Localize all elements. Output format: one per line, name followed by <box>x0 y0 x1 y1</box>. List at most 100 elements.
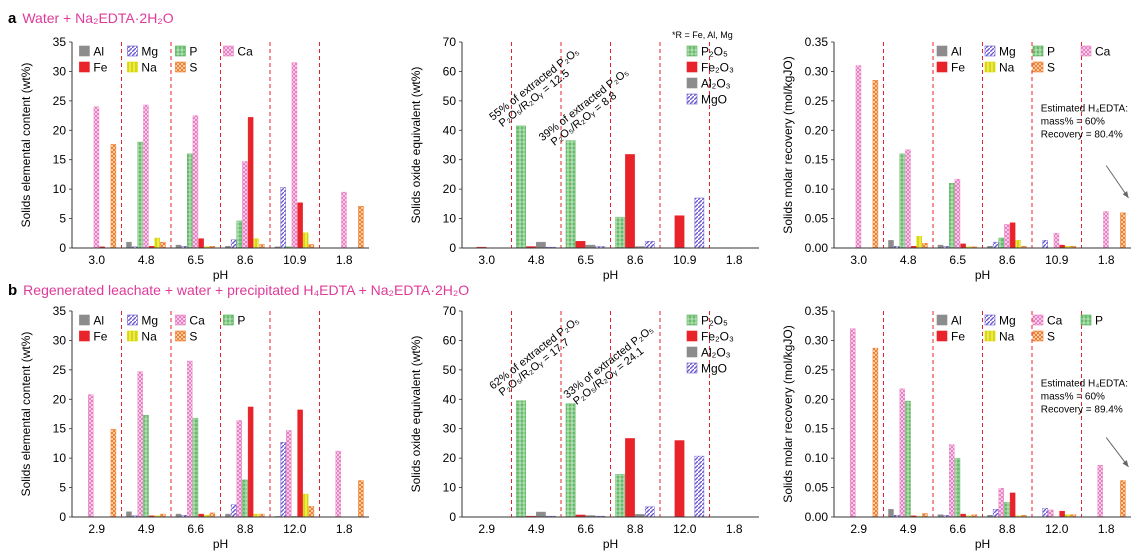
legend-swatch-MgO <box>686 93 698 105</box>
y-tick-label: 0.10 <box>805 451 829 465</box>
legend-label-S: S <box>1047 330 1055 344</box>
bar-S-10.9 <box>308 244 315 249</box>
y-tick-label: 0.20 <box>805 392 829 406</box>
bar-S-1.8 <box>1120 480 1126 518</box>
legend: P₂O₅ Fe₂O₃ Al₂O₃ MgO <box>686 314 734 376</box>
x-tick-label: 12.0 <box>1045 522 1069 536</box>
x-tick-label: 10.9 <box>283 253 307 267</box>
y-tick-label: 0.00 <box>805 510 829 524</box>
legend-label-Fe: Fe <box>93 61 107 75</box>
bar-S-4.8 <box>160 241 166 249</box>
bar-P-8.8 <box>242 479 248 518</box>
bar-P2O5-6.5 <box>565 140 576 249</box>
bar-Ca-8.8 <box>998 487 1005 518</box>
bar-Fe2O3-6.5 <box>575 241 586 249</box>
chart-a-molar-recovery: 0.00 0.05 0.10 0.15 0.20 0.25 0.30 0.35 3.0 4.8 6.… <box>762 35 1137 282</box>
annotation: Recovery = 80.4% <box>1041 129 1123 140</box>
row-b-title-text: Regenerated leachate + water + precipita… <box>23 282 470 298</box>
bar-Ca-2.9 <box>88 394 94 518</box>
legend-swatch-Al2O3 <box>686 346 698 358</box>
y-tick-label: 0 <box>59 241 66 255</box>
bar-Na-8.6 <box>253 238 259 249</box>
bar-Ca-4.8 <box>905 149 911 249</box>
y-tick-label: 0.30 <box>805 64 829 78</box>
y-tick-label: 20 <box>443 182 457 196</box>
bar-Al-4.8 <box>888 240 894 249</box>
annotation-arrow-head <box>1122 460 1129 467</box>
x-tick-label: 6.5 <box>577 253 594 267</box>
bar-Fe-8.6 <box>247 117 254 249</box>
bar-Mg-12.0 <box>280 442 286 518</box>
bar-Ca-4.9 <box>899 388 906 518</box>
x-tick-label: 4.9 <box>900 522 917 536</box>
legend-swatch-P2O5 <box>686 314 698 326</box>
legend-swatch-Fe2O3 <box>686 61 698 73</box>
row-b-title: b Regenerated leachate + water + precipit… <box>8 282 469 299</box>
bar-Mg-8.6 <box>230 239 237 249</box>
y-tick-label: 35 <box>53 35 67 49</box>
bar-MgO-8.8 <box>644 506 655 518</box>
legend-swatch-Mg <box>984 314 996 326</box>
x-tick-label: 4.8 <box>900 253 917 267</box>
y-axis-label: Solids molar recovery (mol/kgJO) <box>781 56 795 233</box>
bar-Ca-1.8 <box>1103 211 1109 249</box>
bar-Ca-8.6 <box>1004 224 1010 249</box>
y-tick-label: 0 <box>449 241 456 255</box>
legend-label-Fe: Fe <box>951 330 965 344</box>
x-tick-label: 8.6 <box>627 253 644 267</box>
x-tick-label: 6.5 <box>187 253 204 267</box>
bar-Na-4.8 <box>154 237 160 249</box>
x-tick-label: 8.8 <box>627 522 644 536</box>
chart-a-molar-recovery-svg: 0.00 0.05 0.10 0.15 0.20 0.25 0.30 0.35 3.0 4.8 6.… <box>781 35 1131 282</box>
annotation: Estimated H₄EDTA: <box>1041 103 1128 114</box>
annotation: 33% of extracted P₂O₅ <box>562 324 656 401</box>
bar-Mg-10.9 <box>280 187 286 249</box>
x-tick-label: 8.6 <box>999 253 1016 267</box>
y-tick-label: 5 <box>59 481 66 495</box>
y-tick-label: 35 <box>53 304 67 318</box>
x-axis-label: pH <box>603 268 618 282</box>
y-tick-label: 10 <box>53 182 67 196</box>
x-tick-label: 2.9 <box>478 522 495 536</box>
bar-P2O5-4.9 <box>516 400 526 518</box>
legend-label-Na: Na <box>141 61 157 75</box>
x-tick-label: 4.8 <box>138 253 155 267</box>
bar-S-1.8 <box>358 480 364 518</box>
legend-swatch-Mg <box>127 45 138 57</box>
legend-swatch-Fe2O3 <box>686 330 698 342</box>
bar-Fe2O3-8.8 <box>625 438 635 518</box>
legend-label-S: S <box>189 330 197 344</box>
bar-Ca-6.6 <box>949 444 955 518</box>
legend-swatch-Al <box>936 45 948 57</box>
bar-Ca-2.9 <box>850 328 856 518</box>
bar-Mg-8.6 <box>992 241 999 249</box>
y-tick-label: 25 <box>53 94 67 108</box>
chart-a-oxide-equivalent: 0 10 20 30 40 50 60 70 3.0 4.8 6.5 8.6 10.9 1.8 pH Soli… <box>390 35 765 282</box>
x-tick-label: 6.6 <box>187 522 204 536</box>
y-tick-label: 20 <box>443 451 457 465</box>
bar-P2O5-8.6 <box>615 216 625 249</box>
legend-label-Al: Al <box>951 45 962 59</box>
bar-Ca-6.5 <box>192 115 199 249</box>
bar-P-8.6 <box>998 237 1005 249</box>
bar-MgO-12.0 <box>694 455 705 518</box>
legend-label-Fe2O3: Fe₂O₃ <box>701 61 734 75</box>
legend-label-Mg: Mg <box>141 45 158 59</box>
x-tick-label: 8.8 <box>999 522 1016 536</box>
legend-swatch-Na <box>984 330 996 342</box>
legend-label-Ca: Ca <box>1095 45 1111 59</box>
x-tick-label: 1.8 <box>336 522 353 536</box>
chart-b-elemental-content-svg: 0 5 10 15 20 25 30 35 2.9 4.9 6.6 8.8 12.0 1.8 pH Solid… <box>19 304 369 551</box>
legend: Al Mg Ca P Fe Na S <box>936 314 1103 344</box>
legend: Al Mg Ca P Fe Na S <box>79 314 245 344</box>
row-b-letter: b <box>8 282 18 299</box>
y-tick-label: 0 <box>59 510 66 524</box>
legend-label-MgO: MgO <box>701 362 727 376</box>
legend-swatch-P <box>1080 314 1092 326</box>
bar-Ca-8.8 <box>236 420 243 518</box>
bar-P-4.9 <box>905 400 911 518</box>
legend-swatch-Ca <box>175 314 186 326</box>
legend-swatch-Mg <box>984 45 996 57</box>
legend-label-Na: Na <box>999 61 1015 75</box>
x-tick-label: 6.5 <box>949 253 966 267</box>
